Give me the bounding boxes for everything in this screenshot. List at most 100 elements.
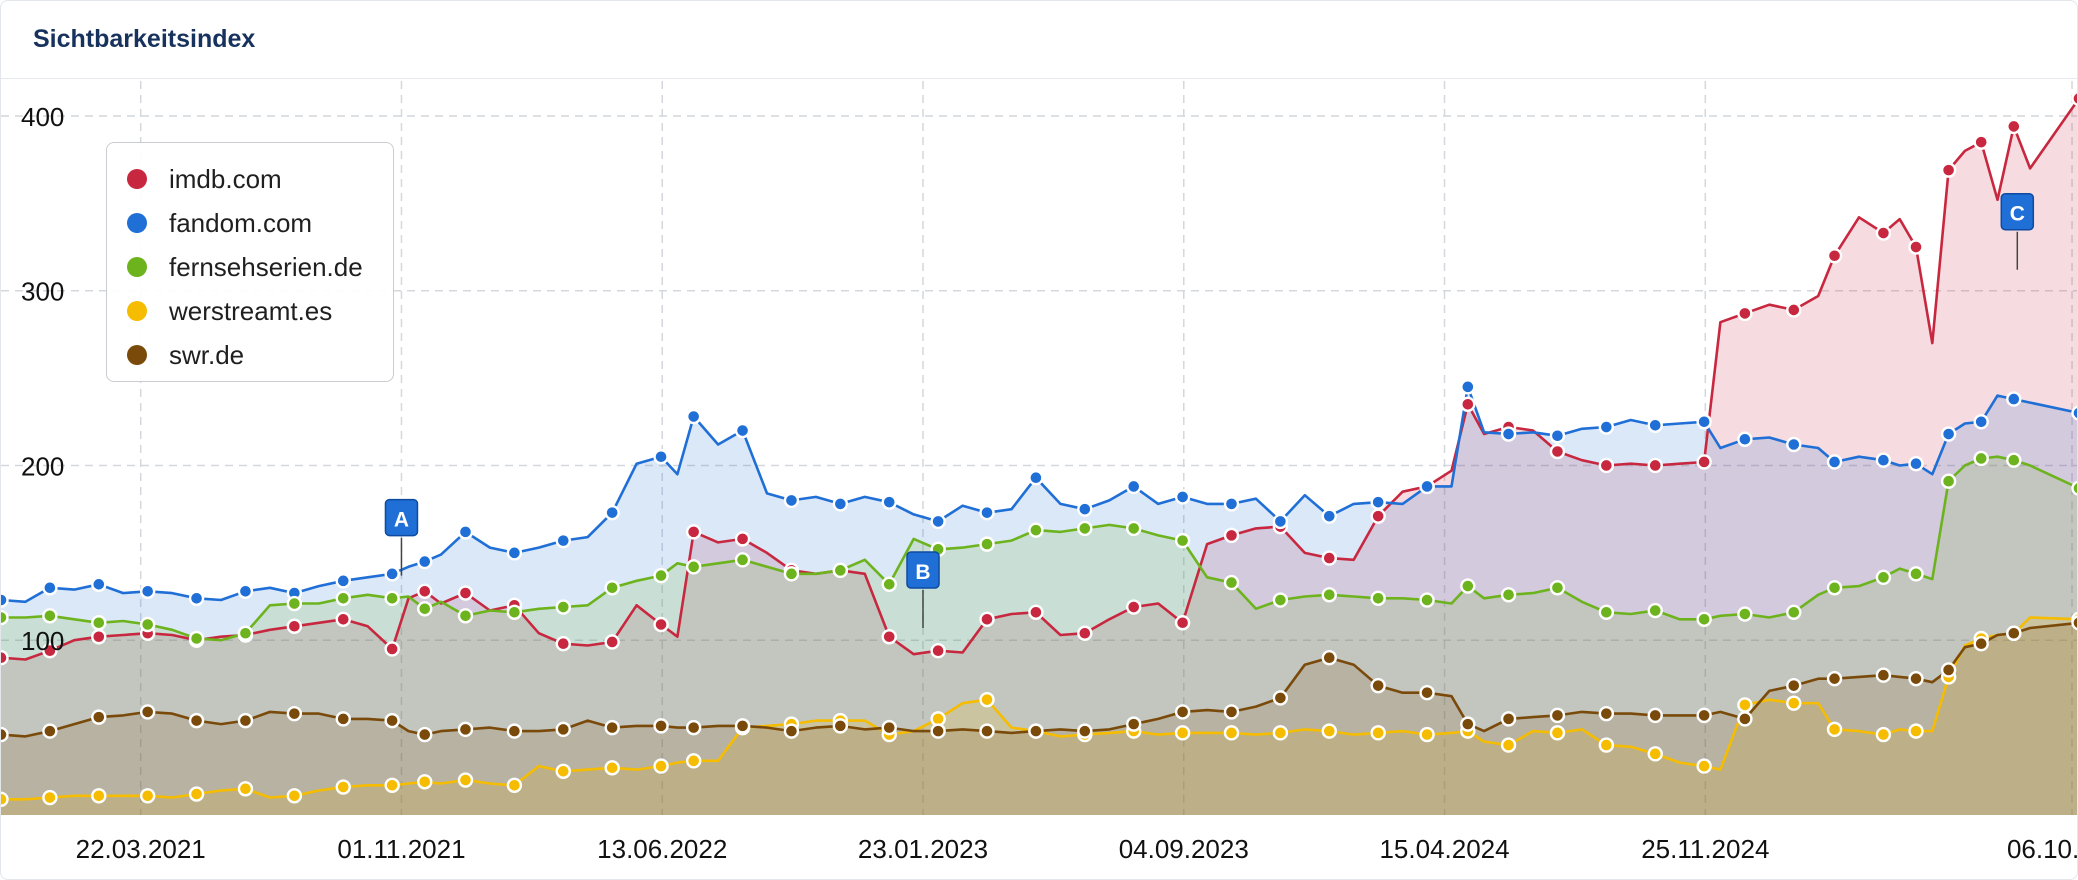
data-point-fandom-com [783,492,800,509]
data-point-imdb-com [1,650,9,666]
legend-item-werstreamt[interactable]: werstreamt.es [107,289,393,333]
data-point-fandom-com [1549,428,1566,444]
x-tick-label: 06.10.2025 [2007,834,2078,864]
data-point-fandom-com [188,590,205,606]
data-point-fandom-com [1826,454,1843,470]
data-point-swr-de [188,712,205,729]
data-point-fandom-com [384,566,400,582]
event-marker-a[interactable]: A [384,498,419,576]
data-point-fandom-com [1028,470,1044,486]
data-point-werstreamt-es [1647,746,1663,762]
data-point-swr-de [417,726,433,743]
data-point-fernsehserien-de [1549,580,1566,596]
data-point-werstreamt-es [604,760,620,776]
data-point-fandom-com [1973,414,1989,430]
data-point-swr-de [1028,723,1044,739]
data-point-fandom-com [1500,426,1517,442]
data-point-werstreamt-es [1500,737,1517,753]
chart-legend: imdb.com fandom.com fernsehserien.de wer… [106,142,394,382]
data-point-fandom-com [685,408,702,425]
data-point-swr-de [685,719,702,736]
data-point-werstreamt-es [555,763,571,780]
x-tick-label: 22.03.2021 [76,834,206,864]
legend-label-swr: swr.de [169,339,245,370]
data-point-fandom-com [832,496,849,512]
data-point-fandom-com [734,422,751,439]
data-point-imdb-com [1875,225,1892,241]
marker-flag [2000,192,2035,231]
data-point-imdb-com [335,611,351,627]
x-tick-label: 23.01.2023 [858,834,988,864]
data-point-swr-de [1737,711,1753,727]
data-point-fandom-com [1272,513,1289,530]
data-point-werstreamt-es [1696,758,1712,774]
data-point-werstreamt-es [1875,726,1892,743]
legend-label-imdb: imdb.com [169,163,282,194]
data-point-fernsehserien-de [237,625,254,641]
chart-markers[interactable]: A B C [384,192,2035,629]
data-point-swr-de [1875,667,1892,683]
data-point-fernsehserien-de [783,566,800,582]
data-point-fernsehserien-de [1598,604,1615,620]
data-point-fernsehserien-de [1321,587,1337,603]
data-point-swr-de [1598,705,1615,722]
legend-label-fandom: fandom.com [169,207,313,238]
data-point-werstreamt-es [1549,725,1566,741]
data-point-fernsehserien-de [832,562,849,579]
data-point-swr-de [1419,684,1435,701]
legend-item-imdb[interactable]: imdb.com [107,157,393,201]
data-point-fernsehserien-de [1875,569,1892,586]
data-point-fernsehserien-de [1908,566,1924,582]
marker-label: B [915,561,930,584]
data-point-fernsehserien-de [555,599,571,615]
data-point-werstreamt-es [1786,695,1802,711]
event-marker-b[interactable]: B [906,551,940,629]
data-point-swr-de [457,721,474,738]
data-point-fernsehserien-de [1370,590,1386,606]
data-point-fandom-com [1908,456,1924,472]
data-point-fernsehserien-de [1419,592,1435,608]
data-point-fandom-com [42,580,58,596]
data-point-swr-de [506,723,523,739]
y-tick-label: 100 [21,626,64,656]
data-point-swr-de [930,723,946,739]
data-point-swr-de [91,709,107,725]
data-point-fandom-com [1174,489,1191,505]
data-point-swr-de [1647,707,1663,724]
data-point-fandom-com [335,573,351,589]
data-point-fernsehserien-de [979,536,995,552]
data-point-fernsehserien-de [91,615,107,631]
data-point-fernsehserien-de [685,559,702,575]
data-point-werstreamt-es [1826,721,1843,738]
x-tick-label: 25.11.2024 [1641,834,1769,864]
data-point-swr-de [1908,670,1924,687]
data-point-imdb-com [685,524,702,540]
event-marker-c[interactable]: C [2000,192,2035,270]
data-point-imdb-com [555,636,571,652]
data-point-fandom-com [1940,426,1957,442]
legend-label-fernsehserien: fernsehserien.de [169,251,363,282]
data-point-imdb-com [42,643,58,659]
data-point-imdb-com [1223,527,1240,544]
data-point-swr-de [653,718,669,734]
data-point-swr-de [979,723,995,739]
data-point-fernsehserien-de [1,609,9,626]
data-point-fandom-com [1077,501,1093,517]
legend-dot-swr [127,345,147,365]
data-point-imdb-com [930,643,946,659]
data-point-imdb-com [653,616,669,633]
data-point-werstreamt-es [1321,723,1337,739]
data-point-fandom-com [457,524,474,540]
data-point-swr-de [1223,704,1240,720]
data-point-imdb-com [1826,248,1843,264]
legend-item-fandom[interactable]: fandom.com [107,201,393,245]
legend-item-swr[interactable]: swr.de [107,333,393,377]
data-point-fernsehserien-de [1126,520,1142,537]
data-point-fernsehserien-de [506,604,523,620]
legend-item-fernsehserien[interactable]: fernsehserien.de [107,245,393,289]
line-fandom-com [1,385,2077,604]
data-point-imdb-com [2071,91,2077,106]
data-point-fernsehserien-de [1460,578,1476,594]
data-point-fernsehserien-de [1174,532,1191,549]
